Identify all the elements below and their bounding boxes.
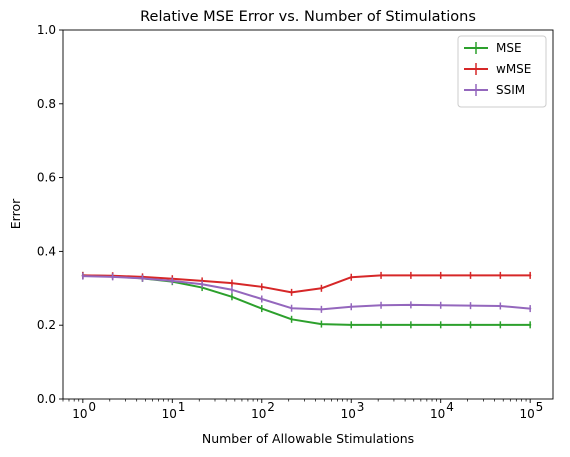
x-tick-exponent: 2 bbox=[267, 400, 275, 414]
data-point bbox=[409, 323, 412, 326]
data-point bbox=[141, 277, 144, 280]
legend-label: wMSE bbox=[496, 62, 531, 76]
data-point bbox=[439, 304, 442, 307]
x-tick-label: 10 bbox=[72, 407, 87, 421]
x-tick-exponent: 0 bbox=[88, 400, 96, 414]
y-tick-label: 0.4 bbox=[37, 244, 56, 258]
x-tick-exponent: 4 bbox=[446, 400, 454, 414]
data-point bbox=[529, 274, 532, 277]
legend: MSE wMSE SSIM bbox=[457, 35, 547, 108]
data-point bbox=[499, 304, 502, 308]
data-point bbox=[439, 323, 442, 326]
chart-title: Relative MSE Error vs. Number of Stimula… bbox=[140, 9, 476, 25]
legend-label: MSE bbox=[496, 41, 522, 55]
x-tick-label: 10 bbox=[520, 407, 535, 421]
data-point bbox=[230, 295, 234, 298]
y-tick-label: 0.8 bbox=[37, 97, 56, 111]
data-point bbox=[469, 323, 472, 326]
data-point bbox=[350, 323, 353, 326]
data-point bbox=[469, 304, 472, 307]
data-point bbox=[260, 297, 263, 301]
data-point bbox=[379, 274, 383, 277]
x-tick-label: 10 bbox=[341, 407, 356, 421]
y-tick-label: 0.0 bbox=[37, 392, 56, 406]
data-point bbox=[350, 305, 353, 308]
data-point bbox=[290, 291, 293, 294]
legend-item-wmse: wMSE bbox=[464, 62, 531, 76]
data-point bbox=[350, 276, 353, 279]
series-layer bbox=[81, 271, 532, 329]
series-line-wmse bbox=[82, 274, 531, 294]
data-point bbox=[439, 274, 442, 277]
x-tick-label: 10 bbox=[251, 407, 266, 421]
x-tick-exponent: 3 bbox=[357, 400, 365, 414]
data-point bbox=[290, 307, 293, 310]
data-point bbox=[409, 274, 412, 277]
data-point bbox=[379, 323, 383, 326]
data-point bbox=[320, 322, 323, 326]
data-point bbox=[260, 307, 263, 310]
data-point bbox=[469, 274, 472, 277]
data-point bbox=[409, 303, 412, 307]
axes-frame bbox=[62, 29, 554, 400]
data-point bbox=[81, 275, 84, 278]
data-point bbox=[201, 283, 204, 286]
data-point bbox=[499, 323, 502, 326]
x-tick-exponent: 5 bbox=[536, 400, 544, 414]
data-point bbox=[320, 308, 323, 311]
data-point bbox=[230, 288, 234, 291]
data-point bbox=[171, 279, 174, 283]
data-point bbox=[111, 275, 114, 278]
series-line-ssim bbox=[82, 275, 531, 311]
data-point bbox=[499, 274, 502, 277]
x-tick-label: 10 bbox=[430, 407, 445, 421]
x-tick-label: 10 bbox=[162, 407, 177, 421]
y-tick-label: 0.2 bbox=[37, 318, 56, 332]
legend-item-ssim: SSIM bbox=[464, 83, 525, 97]
legend-label: SSIM bbox=[496, 83, 525, 97]
axes-layer: 0.00.20.40.60.81.010 0 10 1 10 2 10 3 10 4 10 5 bbox=[37, 23, 554, 421]
legend-item-mse: MSE bbox=[464, 41, 522, 55]
data-point bbox=[320, 287, 323, 290]
series-ssim bbox=[81, 272, 532, 313]
data-point bbox=[529, 323, 532, 326]
y-tick-label: 1.0 bbox=[37, 23, 56, 37]
data-point bbox=[529, 307, 532, 310]
data-point bbox=[260, 285, 263, 288]
y-axis-label: Error bbox=[8, 198, 23, 229]
data-point bbox=[230, 282, 234, 285]
data-point bbox=[290, 318, 293, 321]
x-axis-label: Number of Allowable Stimulations bbox=[202, 431, 414, 446]
data-point bbox=[379, 304, 383, 307]
x-tick-exponent: 1 bbox=[178, 400, 186, 414]
y-tick-label: 0.6 bbox=[37, 171, 56, 185]
